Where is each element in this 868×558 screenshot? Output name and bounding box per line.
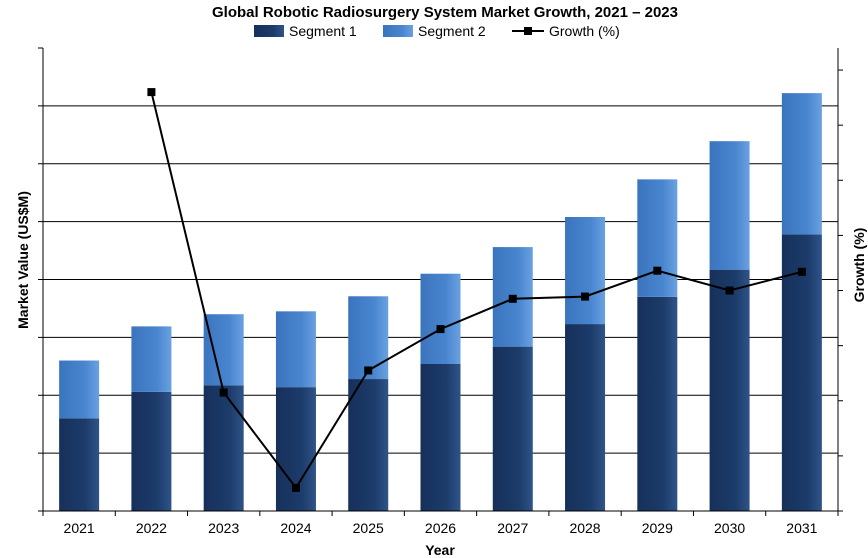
growth-marker — [725, 286, 734, 295]
bar-segment-2 — [131, 326, 172, 392]
bar-segment-1 — [781, 234, 822, 512]
bars — [59, 93, 822, 512]
chart-title: Global Robotic Radiosurgery System Marke… — [212, 4, 678, 21]
growth-marker — [508, 294, 517, 303]
growth-marker — [219, 388, 228, 397]
bar-segment-1 — [565, 324, 606, 511]
bar-segment-2 — [420, 273, 461, 364]
legend-label-segment-1: Segment 1 — [289, 23, 357, 39]
growth-line — [147, 88, 806, 492]
x-tick-label: 2028 — [569, 520, 600, 536]
x-tick-label: 2027 — [497, 520, 528, 536]
x-tick-label: 2030 — [714, 520, 745, 536]
legend-label-growth: Growth (%) — [549, 23, 620, 39]
x-tick-label: 2031 — [786, 520, 817, 536]
x-tick-label: 2021 — [64, 520, 95, 536]
x-tick-label: 2025 — [353, 520, 384, 536]
bar-segment-1 — [348, 379, 389, 511]
legend-label-segment-2: Segment 2 — [418, 23, 486, 39]
legend-marker-growth — [524, 27, 532, 35]
growth-marker — [581, 292, 590, 301]
bar-segment-2 — [348, 296, 389, 380]
legend: Segment 1 Segment 2 Growth (%) — [254, 23, 620, 39]
legend-swatch-segment-2 — [383, 25, 413, 37]
growth-marker — [653, 266, 662, 275]
bar-segment-1 — [492, 346, 533, 511]
x-tick-label: 2026 — [425, 520, 456, 536]
bar-segment-1 — [709, 269, 750, 511]
x-tick-label: 2024 — [280, 520, 311, 536]
bar-segment-2 — [59, 360, 100, 419]
bar-segment-1 — [203, 385, 244, 511]
x-tick-label: 2023 — [208, 520, 239, 536]
y2-axis-title: Growth (%) — [851, 228, 867, 303]
legend-swatch-segment-1 — [254, 25, 284, 37]
growth-marker — [436, 325, 445, 334]
bar-segment-1 — [59, 418, 100, 511]
bar-segment-2 — [637, 179, 678, 297]
bar-segment-2 — [781, 93, 822, 235]
y-axis-title: Market Value (US$M) — [15, 191, 31, 329]
growth-line-path — [150, 91, 803, 490]
axis-ticks — [38, 47, 843, 516]
bar-segment-1 — [275, 387, 316, 511]
bar-segment-2 — [203, 314, 244, 386]
bar-segment-2 — [709, 141, 750, 270]
x-tick-labels: 2021 2022 2023 2024 2025 2026 2027 2028 2029 2030… — [64, 520, 818, 536]
x-tick-label: 2029 — [642, 520, 673, 536]
growth-marker — [291, 483, 300, 492]
growth-marker — [364, 366, 373, 375]
bar-segment-1 — [637, 296, 678, 511]
x-axis-title: Year — [425, 542, 455, 558]
x-tick-label: 2022 — [136, 520, 167, 536]
growth-marker — [797, 267, 806, 276]
bar-segment-2 — [565, 216, 606, 325]
growth-marker — [147, 88, 156, 97]
bar-segment-1 — [131, 391, 172, 511]
bar-segment-1 — [420, 363, 461, 511]
bar-segment-2 — [275, 311, 316, 388]
